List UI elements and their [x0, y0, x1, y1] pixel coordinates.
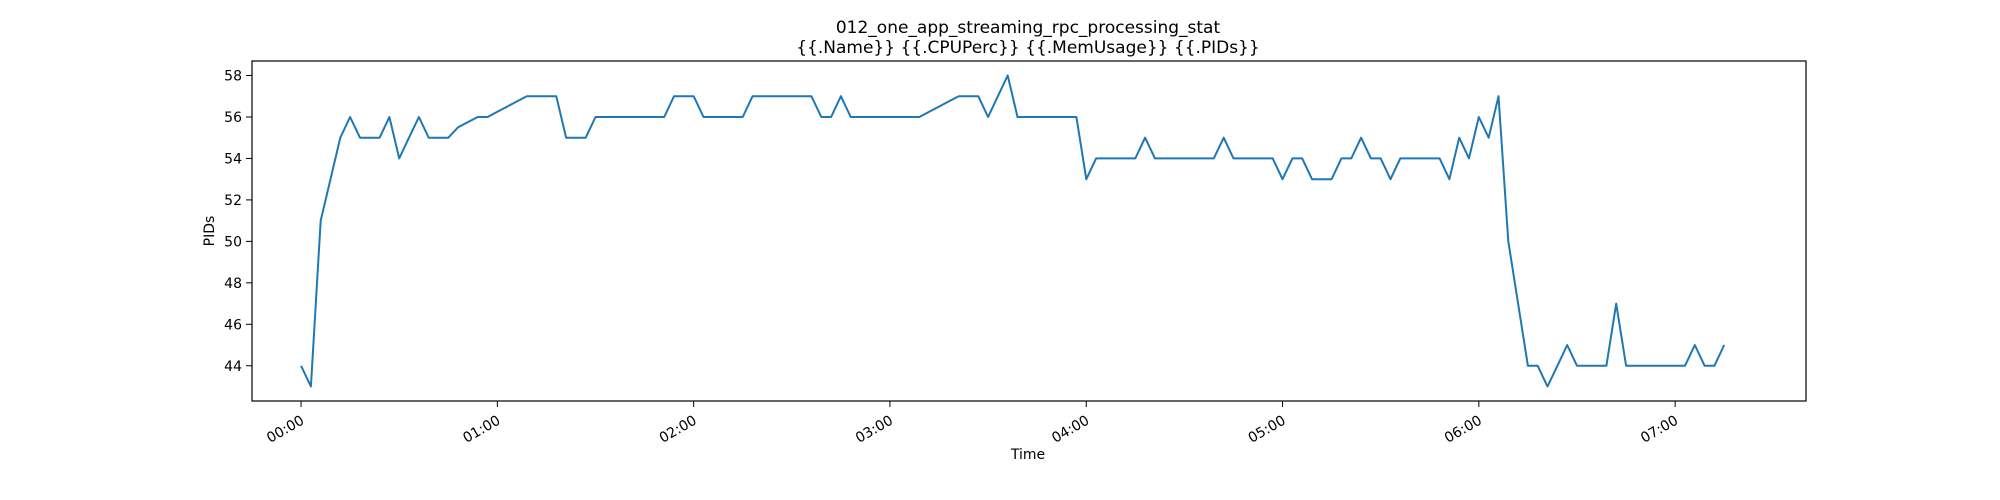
x-tick-label: 00:00	[264, 413, 307, 447]
x-tick-label: 07:00	[1638, 413, 1681, 447]
y-tick-label: 58	[224, 69, 242, 85]
x-axis: 00:00 01:00 02:00 03:00 04:00 05:00 06:00 07:00	[264, 401, 1681, 447]
chart-subtitle: {{.Name}} {{.CPUPerc}} {{.MemUsage}} {{.…	[796, 38, 1260, 58]
y-tick-label: 44	[224, 359, 242, 375]
x-axis-label: Time	[1010, 447, 1045, 463]
y-tick-label: 52	[224, 193, 242, 209]
y-tick-label: 56	[224, 110, 242, 126]
y-axis: 44 46 48 50 52 54 56 58	[224, 69, 252, 375]
x-tick-label: 05:00	[1246, 413, 1289, 447]
series-line	[300, 74, 1726, 388]
y-tick-label: 46	[224, 317, 242, 333]
x-tick-label: 03:00	[853, 413, 896, 447]
x-tick-label: 01:00	[460, 413, 503, 447]
x-tick-label: 04:00	[1049, 413, 1092, 447]
y-tick-label: 54	[224, 151, 242, 167]
x-tick-label: 06:00	[1442, 413, 1485, 447]
plot-area	[300, 74, 1726, 388]
y-axis-label: PIDs	[202, 216, 218, 247]
chart-title: 012_one_app_streaming_rpc_processing_sta…	[836, 18, 1221, 38]
x-tick-label: 02:00	[657, 413, 700, 447]
plot-frame	[251, 60, 1807, 402]
y-tick-label: 48	[224, 276, 242, 292]
y-tick-label: 50	[224, 234, 242, 250]
